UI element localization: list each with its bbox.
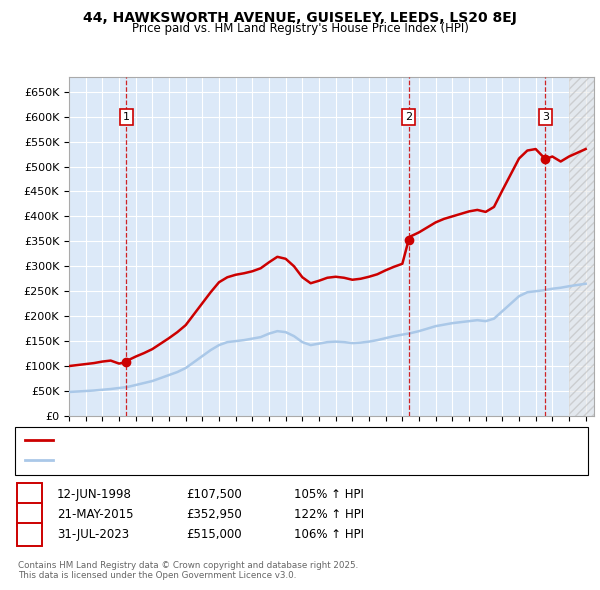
- Text: 3: 3: [542, 112, 549, 122]
- Text: 122% ↑ HPI: 122% ↑ HPI: [294, 508, 364, 521]
- Text: £107,500: £107,500: [186, 488, 242, 501]
- Text: 3: 3: [25, 528, 34, 541]
- Bar: [569, 77, 596, 416]
- Text: 2: 2: [25, 508, 34, 521]
- Text: 1: 1: [25, 488, 34, 501]
- Text: 21-MAY-2015: 21-MAY-2015: [57, 508, 133, 521]
- Text: 44, HAWKSWORTH AVENUE, GUISELEY, LEEDS, LS20 8EJ (semi-detached house): 44, HAWKSWORTH AVENUE, GUISELEY, LEEDS, …: [57, 435, 454, 444]
- Text: 105% ↑ HPI: 105% ↑ HPI: [294, 488, 364, 501]
- Text: 106% ↑ HPI: 106% ↑ HPI: [294, 528, 364, 541]
- Text: HPI: Average price, semi-detached house, Leeds: HPI: Average price, semi-detached house,…: [57, 455, 298, 465]
- Text: 1: 1: [123, 112, 130, 122]
- Text: 2: 2: [405, 112, 412, 122]
- Text: 12-JUN-1998: 12-JUN-1998: [57, 488, 132, 501]
- Text: £515,000: £515,000: [186, 528, 242, 541]
- Text: 44, HAWKSWORTH AVENUE, GUISELEY, LEEDS, LS20 8EJ: 44, HAWKSWORTH AVENUE, GUISELEY, LEEDS, …: [83, 11, 517, 25]
- Text: £352,950: £352,950: [186, 508, 242, 521]
- Text: Contains HM Land Registry data © Crown copyright and database right 2025.
This d: Contains HM Land Registry data © Crown c…: [18, 560, 358, 580]
- Text: 31-JUL-2023: 31-JUL-2023: [57, 528, 129, 541]
- Text: Price paid vs. HM Land Registry's House Price Index (HPI): Price paid vs. HM Land Registry's House …: [131, 22, 469, 35]
